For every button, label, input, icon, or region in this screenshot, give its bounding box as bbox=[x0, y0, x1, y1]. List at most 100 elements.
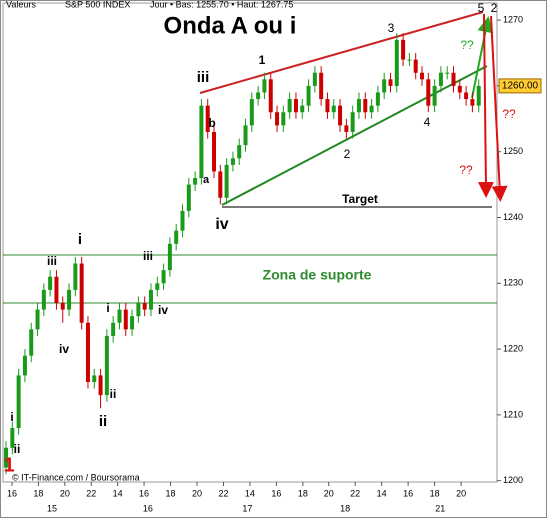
header-range: Jour • Bas: 1255.70 • Haut: 1267.75 bbox=[150, 0, 293, 9]
candle-body bbox=[79, 263, 84, 323]
x-tick-label: 18 bbox=[298, 488, 308, 498]
x-tick-label: 20 bbox=[324, 488, 334, 498]
candle-body bbox=[407, 59, 412, 61]
candle-body bbox=[180, 210, 185, 231]
candle-body bbox=[457, 85, 462, 93]
candle-body bbox=[136, 303, 141, 317]
x-tick-label: 22 bbox=[350, 488, 360, 498]
date-label: 16 bbox=[143, 503, 153, 513]
candle-body bbox=[142, 303, 147, 310]
date-label: 21 bbox=[435, 503, 445, 513]
annotation: iv bbox=[215, 216, 228, 233]
plot-area bbox=[2, 2, 498, 483]
candle-body bbox=[312, 72, 317, 86]
y-tick-label: 1270 bbox=[503, 14, 523, 24]
candle-body bbox=[300, 105, 305, 113]
candle-body bbox=[123, 309, 128, 330]
candle-body bbox=[167, 243, 172, 271]
y-tick-label: 1230 bbox=[503, 278, 523, 288]
candle-body bbox=[67, 289, 72, 310]
candle-body bbox=[256, 92, 261, 100]
y-tick-label: 1210 bbox=[503, 409, 523, 419]
candle-body bbox=[470, 99, 475, 106]
candle-body bbox=[445, 72, 450, 74]
annotation: iii bbox=[197, 69, 210, 86]
x-tick-label: 18 bbox=[430, 488, 440, 498]
x-tick-label: 16 bbox=[139, 488, 149, 498]
annotation: ii bbox=[110, 387, 117, 401]
header-symbol: S&P 500 INDEX bbox=[65, 0, 130, 9]
candle-body bbox=[174, 230, 179, 244]
annotation: b bbox=[208, 116, 215, 130]
candle-body bbox=[54, 276, 59, 304]
y-tick-label: 1250 bbox=[503, 146, 523, 156]
candle-body bbox=[438, 72, 443, 86]
candle-body bbox=[413, 59, 418, 73]
candle-body bbox=[338, 105, 343, 126]
candle-body bbox=[111, 322, 116, 336]
candle-body bbox=[281, 112, 286, 126]
candle-body bbox=[155, 283, 160, 290]
candle-body bbox=[293, 99, 298, 113]
candle-body bbox=[268, 79, 273, 113]
annotation: 1 bbox=[259, 53, 266, 67]
candle-body bbox=[262, 79, 267, 93]
candle-body bbox=[306, 85, 311, 106]
candle-body bbox=[10, 428, 15, 448]
candle-body bbox=[16, 375, 21, 429]
candle-body bbox=[375, 92, 380, 106]
annotation: iv bbox=[158, 303, 168, 317]
candle-body bbox=[331, 105, 336, 113]
candle-body bbox=[356, 99, 361, 113]
x-tick-label: 22 bbox=[86, 488, 96, 498]
candle-body bbox=[275, 112, 280, 126]
candle-body bbox=[117, 309, 122, 323]
candle-body bbox=[161, 270, 166, 284]
annotation: iv bbox=[59, 342, 69, 356]
candle-body bbox=[451, 72, 456, 86]
candle-body bbox=[22, 355, 27, 376]
annotation: ?? bbox=[460, 38, 474, 52]
x-tick-label: 16 bbox=[403, 488, 413, 498]
candle-body bbox=[287, 99, 292, 113]
candle-body bbox=[73, 263, 78, 290]
date-label: 17 bbox=[242, 503, 252, 513]
date-label: 18 bbox=[340, 503, 350, 513]
annotation: a bbox=[203, 174, 210, 186]
candle-body bbox=[4, 447, 9, 468]
candle-body bbox=[230, 158, 235, 165]
candle-body bbox=[319, 72, 324, 100]
candle-body bbox=[130, 316, 135, 330]
annotation: 2 bbox=[344, 147, 351, 161]
candle-body bbox=[382, 79, 387, 93]
candle-body bbox=[48, 276, 53, 290]
x-tick-label: 20 bbox=[456, 488, 466, 498]
x-tick-label: 16 bbox=[7, 488, 17, 498]
candle-body bbox=[224, 164, 229, 198]
candle-body bbox=[388, 79, 393, 86]
chart-title: Onda A ou i bbox=[164, 12, 297, 39]
annotation: ii bbox=[99, 413, 107, 430]
channel-bottom bbox=[221, 65, 488, 206]
candle-body bbox=[60, 303, 65, 310]
candle-body bbox=[369, 105, 374, 113]
date-label: 15 bbox=[47, 503, 57, 513]
candle-body bbox=[186, 184, 191, 211]
candle-body bbox=[249, 99, 254, 126]
candle-body bbox=[350, 112, 355, 132]
candle-body bbox=[419, 72, 424, 80]
candle-body bbox=[394, 39, 399, 86]
annotation: Zona de suporte bbox=[263, 267, 372, 283]
annotation: 2 bbox=[491, 1, 498, 15]
candle-body bbox=[344, 125, 349, 132]
candle-body bbox=[426, 79, 431, 106]
candle-body bbox=[325, 99, 330, 113]
candle-body bbox=[218, 171, 223, 198]
candle-body bbox=[148, 289, 153, 310]
y-tick-label: 1200 bbox=[503, 475, 523, 485]
x-tick-label: 18 bbox=[166, 488, 176, 498]
annotation: i bbox=[106, 301, 109, 315]
overlays bbox=[3, 11, 508, 304]
candle-body bbox=[237, 145, 242, 159]
